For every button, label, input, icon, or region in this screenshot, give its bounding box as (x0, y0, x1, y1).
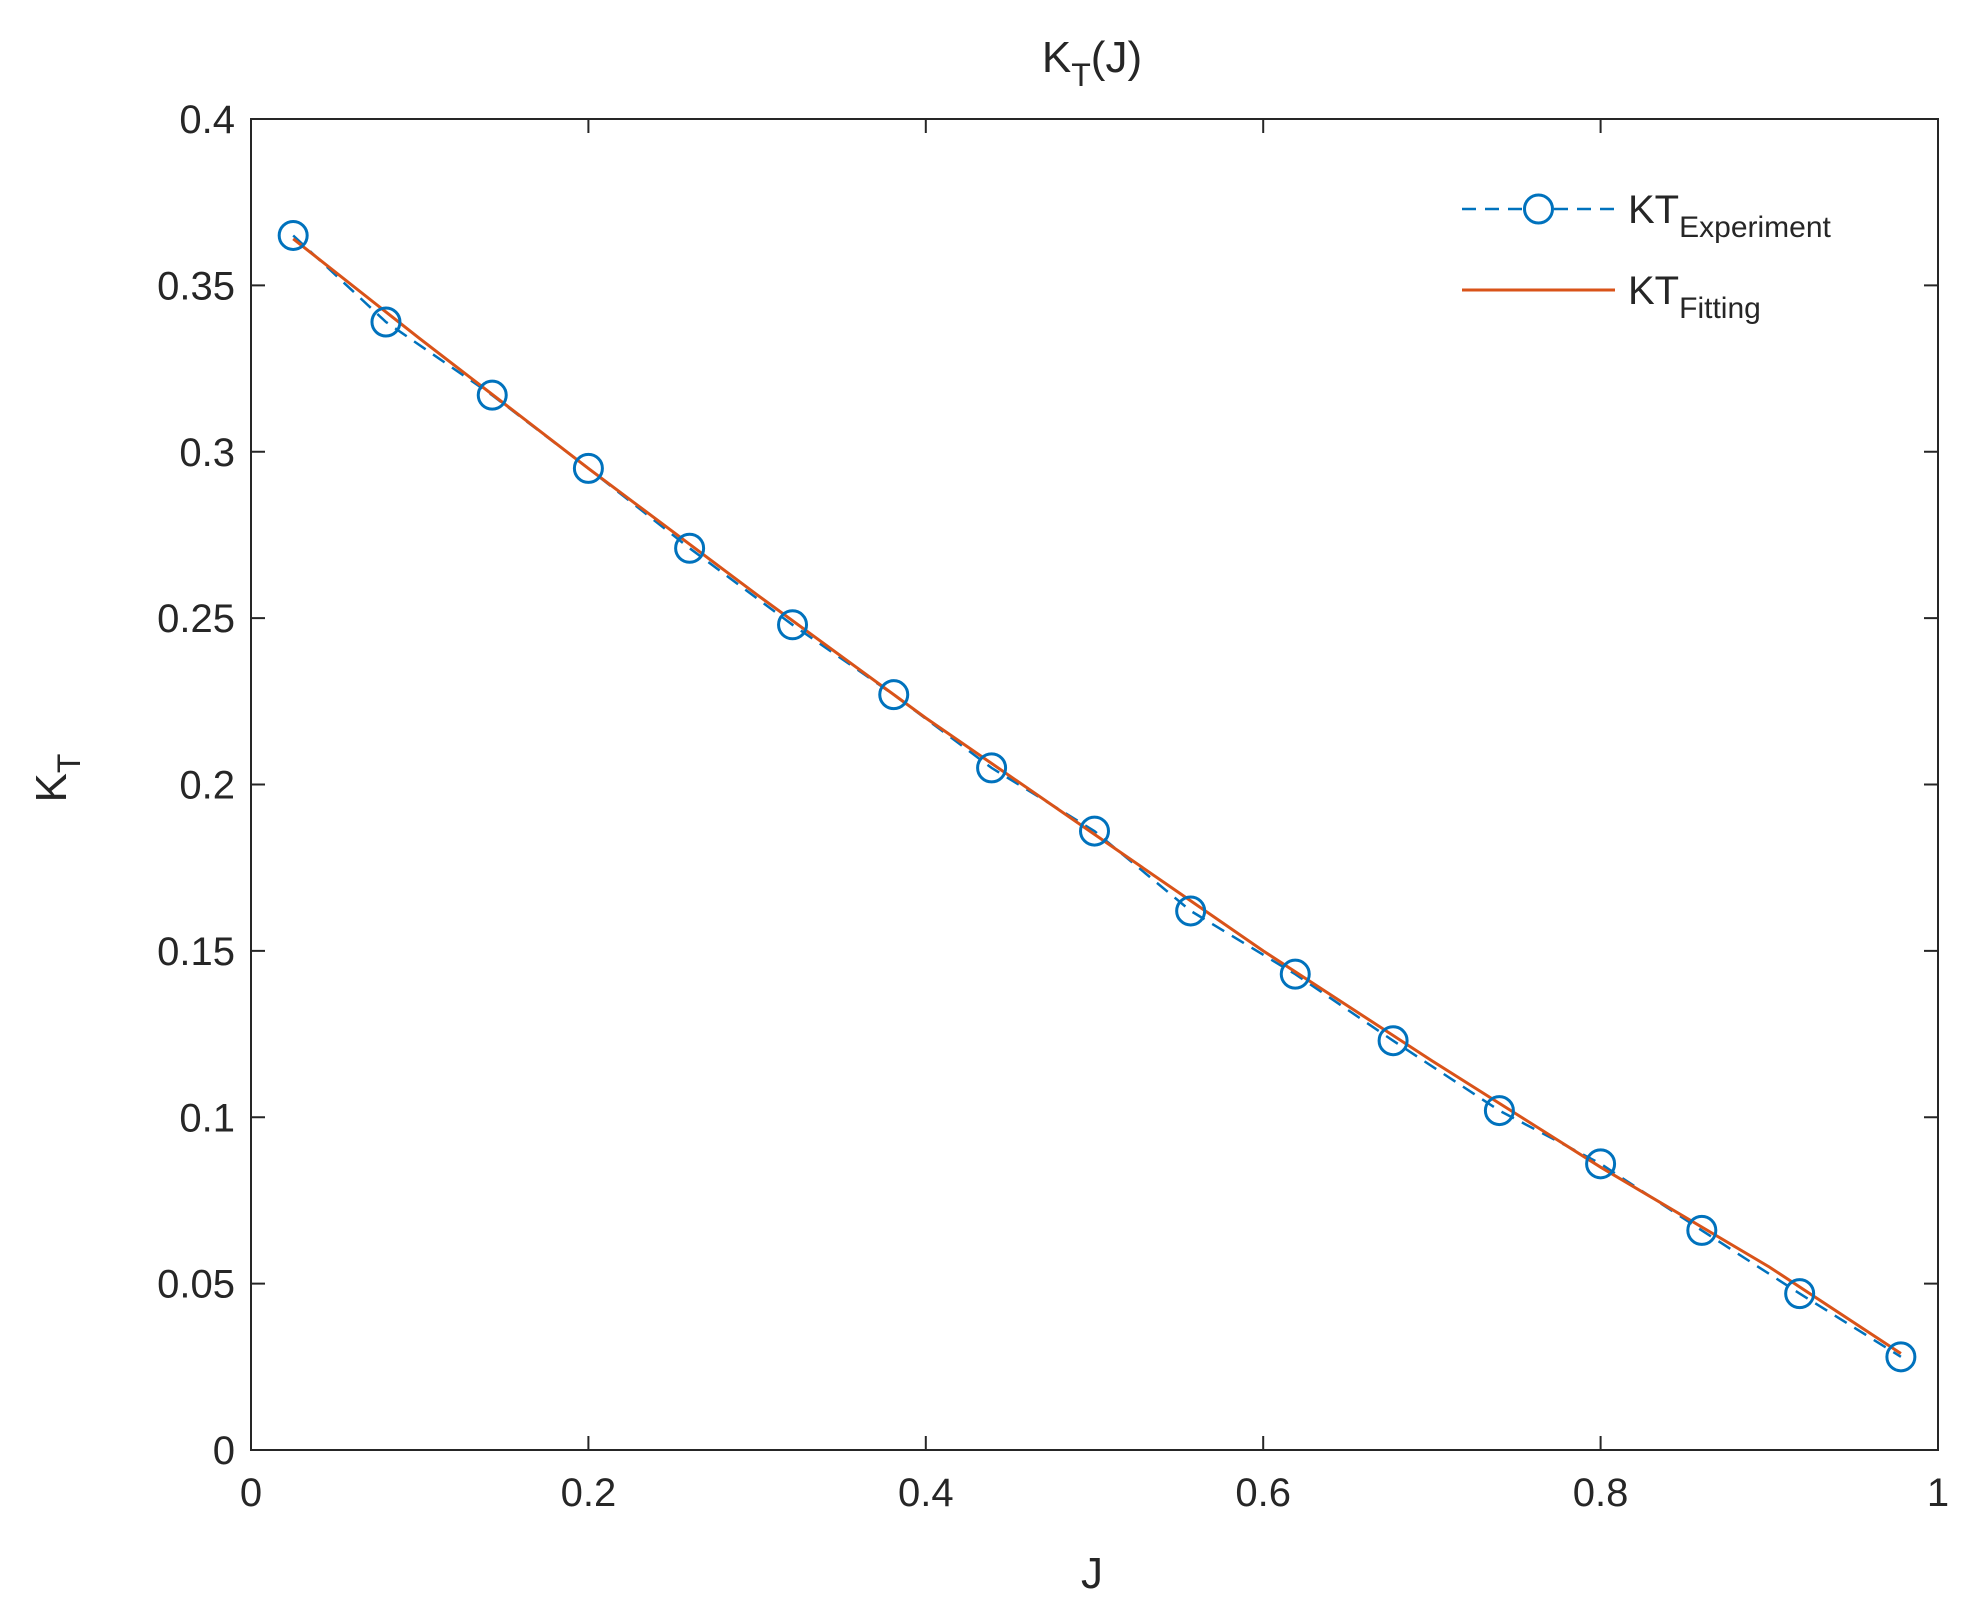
data-point-experiment (1784, 1278, 1816, 1310)
chart-title-main: K (1042, 33, 1071, 82)
data-point-experiment (476, 379, 508, 411)
y-tick-label: 0.4 (179, 98, 235, 142)
x-tick-label: 0.6 (1235, 1471, 1291, 1515)
chart-title: KT(J) (1042, 33, 1142, 93)
y-axis-label: KT (27, 754, 87, 803)
chart-title-subscript: T (1071, 57, 1091, 93)
y-tick-label: 0.25 (157, 597, 235, 641)
data-point-experiment (1585, 1148, 1617, 1180)
y-tick-label: 0.05 (157, 1263, 235, 1307)
x-tick-label: 0.8 (1573, 1471, 1629, 1515)
legend-label-experiment: KTExperiment (1628, 188, 1832, 244)
chart-title-suffix: (J) (1091, 33, 1142, 82)
y-axis-label-main: K (27, 773, 76, 802)
data-point-experiment (1079, 815, 1110, 847)
legend-label-experiment-subscript: Experiment (1679, 211, 1831, 244)
data-point-experiment (370, 306, 402, 338)
legend: KTExperiment KTFitting (1462, 188, 1832, 325)
y-tick-label: 0.3 (179, 431, 235, 475)
axis-ticks: 0 0.2 0.4 0.6 0.8 1 0 0.05 0.1 0.15 0.2 0.25 0.3 0.35… (157, 98, 1949, 1515)
series-fitting-line (292, 237, 1902, 1355)
legend-marker-experiment-circle (1523, 193, 1554, 225)
plot-area (277, 219, 1917, 1373)
data-point-experiment (1885, 1341, 1917, 1373)
y-tick-label: 0.15 (157, 930, 235, 974)
data-point-experiment (976, 752, 1008, 784)
y-axis-label-subscript: T (51, 754, 87, 774)
legend-label-fitting: KTFitting (1628, 269, 1761, 325)
axes-box (250, 118, 1939, 1451)
data-point-experiment (674, 532, 706, 564)
x-tick-label: 1 (1927, 1471, 1949, 1515)
legend-label-fitting-main: KT (1628, 269, 1679, 313)
x-axis-label: J (1081, 1549, 1103, 1598)
data-point-experiment (572, 452, 604, 484)
data-point-experiment (1686, 1214, 1718, 1246)
x-tick-label: 0 (240, 1471, 262, 1515)
y-tick-label: 0.1 (179, 1096, 235, 1140)
data-point-experiment (277, 219, 309, 251)
y-tick-label: 0.35 (157, 264, 235, 308)
x-tick-label: 0.2 (561, 1471, 617, 1515)
data-point-experiment (878, 679, 910, 711)
data-point-experiment (1279, 958, 1311, 990)
x-tick-label: 0.4 (898, 1471, 954, 1515)
y-tick-label: 0 (213, 1429, 235, 1473)
data-point-experiment (1377, 1025, 1409, 1057)
data-point-experiment (777, 609, 809, 641)
data-point-experiment (1483, 1095, 1515, 1127)
legend-label-fitting-subscript: Fitting (1679, 292, 1761, 325)
legend-label-experiment-main: KT (1628, 188, 1679, 232)
series-experiment-line (292, 234, 1902, 1358)
y-tick-label: 0.2 (179, 764, 235, 808)
data-point-experiment (1175, 895, 1207, 927)
